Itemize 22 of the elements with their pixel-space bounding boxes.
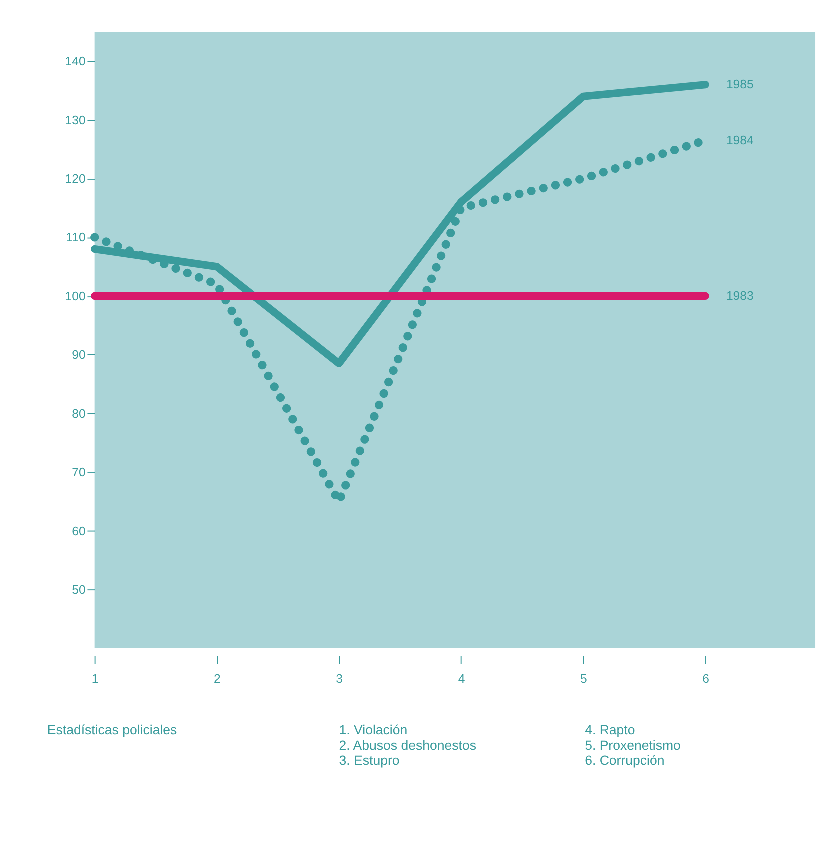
x-tick-label: 3 [336, 672, 344, 686]
text: 1. Violación 2. Abusos deshonestos 3. Estupro [339, 722, 477, 768]
y-tick-label: 140 [65, 54, 86, 69]
y-tick-label: 80 [72, 406, 86, 421]
x-tick-label: 6 [702, 672, 710, 686]
x-tick-label: 4 [458, 672, 466, 686]
series-label: 1984 [726, 133, 754, 148]
x-tick-label: 1 [92, 672, 99, 686]
y-tick-label: 130 [65, 113, 86, 128]
y-tick-label: 70 [72, 466, 86, 480]
text: Estadísticas policiales [47, 722, 178, 738]
x-tick-label: 2 [214, 672, 222, 686]
text: 4. Rapto 5. Proxenetismo 6. Corrupción [585, 722, 681, 768]
series-label: 1983 [726, 288, 754, 303]
series-label: 1985 [726, 78, 754, 92]
y-tick-label: 90 [72, 348, 86, 362]
y-tick-label: 110 [66, 230, 86, 245]
y-tick-label: 120 [65, 172, 86, 186]
y-tick-label: 100 [65, 289, 86, 304]
x-tick-label: 5 [580, 672, 588, 686]
y-tick-label: 50 [72, 582, 86, 597]
y-tick-label: 60 [72, 524, 86, 538]
